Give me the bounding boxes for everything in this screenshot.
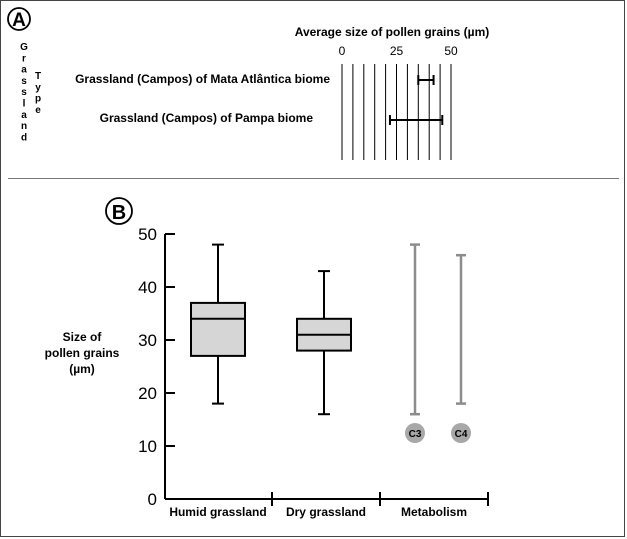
y-tick-label: 50 — [138, 225, 157, 244]
y-axis-label-line: (µm) — [69, 362, 95, 376]
metabolism-marker — [405, 423, 425, 443]
row-axis-title-letter: G — [20, 42, 28, 53]
row-axis-title-letter: T — [35, 71, 41, 82]
panel-a-label-circle — [7, 7, 31, 31]
panel-a-title: Average size of pollen grains (µm) — [295, 25, 490, 39]
y-axis-label-line: pollen grains — [45, 346, 120, 360]
row-axis-title-letter: a — [21, 65, 27, 76]
row-axis-title-letter: s — [21, 76, 27, 87]
metabolism-ranges: C3 C4 — [405, 243, 471, 443]
row-axis-title-letter: p — [35, 94, 41, 105]
y-axis-label-line: Size of — [63, 330, 103, 344]
x-group-label: Dry grassland — [286, 505, 366, 519]
row-axis-title-letter: s — [21, 87, 27, 98]
box-iqr — [190, 301, 246, 357]
panel-a-tick-label: 50 — [444, 44, 458, 58]
y-axis-label: Size of pollen grains (µm) — [45, 330, 120, 376]
row-axis-title-letter: n — [21, 121, 27, 132]
x-group-label: Humid grassland — [169, 505, 266, 519]
panel-b-axes — [164, 234, 489, 506]
x-group-labels: Humid grassland Dry grassland Metabolism — [169, 505, 467, 519]
y-tick-label: 10 — [138, 437, 157, 456]
metabolism-marker-label: C4 — [455, 429, 468, 440]
row-axis-title-letter: d — [21, 132, 27, 143]
panel-b: B Size of pollen grains (µm) 0 10 20 30 40 50 C… — [45, 197, 489, 519]
row-axis-title-letter: l — [23, 99, 26, 110]
panel-a-label: A — [12, 10, 26, 31]
panel-a-ranges — [388, 75, 444, 125]
panel-a-tick-label: 25 — [390, 44, 404, 58]
row-axis-title-letter: e — [35, 105, 41, 116]
y-tick-label: 30 — [138, 331, 157, 350]
box-plots — [190, 243, 352, 416]
panel-divider — [8, 178, 619, 179]
category-label-mata-atlantica: Grassland (Campos) of Mata Atlântica bio… — [75, 72, 330, 86]
y-tick-label: 20 — [138, 384, 157, 403]
panel-b-label-circle — [105, 197, 133, 225]
category-label-pampa: Grassland (Campos) of Pampa biome — [100, 111, 314, 125]
y-tick-label: 0 — [148, 490, 157, 509]
metabolism-marker-label: C3 — [409, 429, 422, 440]
metabolism-marker — [451, 423, 471, 443]
panel-a-grid — [341, 64, 452, 160]
panel-b-label: B — [112, 202, 126, 224]
row-axis-title-letter: y — [35, 82, 41, 93]
row-axis-title-grassland: Grassland — [20, 42, 28, 143]
panel-a-tick-label: 0 — [339, 44, 346, 58]
x-group-label: Metabolism — [401, 505, 467, 519]
y-tick-label: 40 — [138, 278, 157, 297]
panel-a-ticks: 0 25 50 — [339, 44, 458, 58]
row-axis-title-letter: r — [22, 53, 26, 64]
row-axis-title-letter: a — [21, 110, 27, 121]
y-ticks: 0 10 20 30 40 50 — [138, 225, 175, 509]
